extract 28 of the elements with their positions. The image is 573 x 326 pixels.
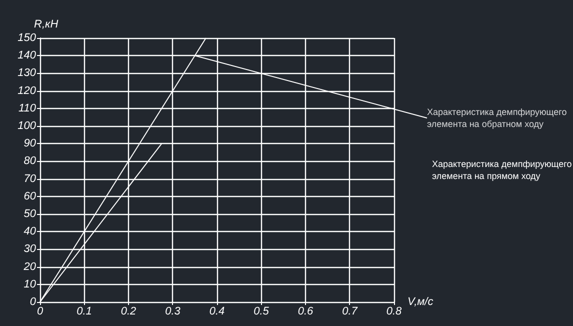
x-tick-label: 0.4	[209, 306, 225, 318]
y-tick-label: 20	[22, 260, 37, 273]
annotation: Характеристика демпфирующего элемента на обратном ходу	[427, 107, 567, 129]
y-tick-label: 50	[24, 208, 37, 220]
y-tick-label: 70	[24, 172, 37, 185]
y-tick-label: 110	[18, 102, 37, 114]
x-tick-label: 0.6	[298, 306, 314, 318]
y-tick-label: 120	[18, 84, 37, 97]
y-tick-label: 140	[18, 50, 37, 62]
y-tick-label: 130	[18, 67, 37, 80]
x-tick-label: 0.3	[165, 306, 182, 318]
y-tick-label: 40	[24, 226, 37, 238]
y-tick-label: 30	[24, 243, 37, 256]
text: Характеристика демпфирующего элемента на прямом ходу	[432, 159, 572, 181]
x-axis-title: V,м/с	[408, 296, 434, 308]
y-axis-title: R,кН	[34, 18, 58, 30]
y-tick-label: 10	[24, 278, 37, 290]
x-tick-label: 0.2	[120, 306, 136, 318]
x-tick-label: 0.5	[254, 306, 270, 318]
y-tick-label: 80	[24, 155, 37, 168]
x-tick-label: 0.1	[76, 306, 92, 318]
y-tick-label: 90	[24, 138, 37, 150]
x-tick-label: 0.8	[386, 306, 403, 318]
x-tick-label: 0.7	[342, 306, 358, 318]
y-tick-label: 0	[30, 296, 37, 308]
y-tick-label: 60	[24, 190, 37, 202]
y-tick-label: 100	[18, 120, 37, 132]
y-tick-label: 150	[18, 32, 37, 44]
